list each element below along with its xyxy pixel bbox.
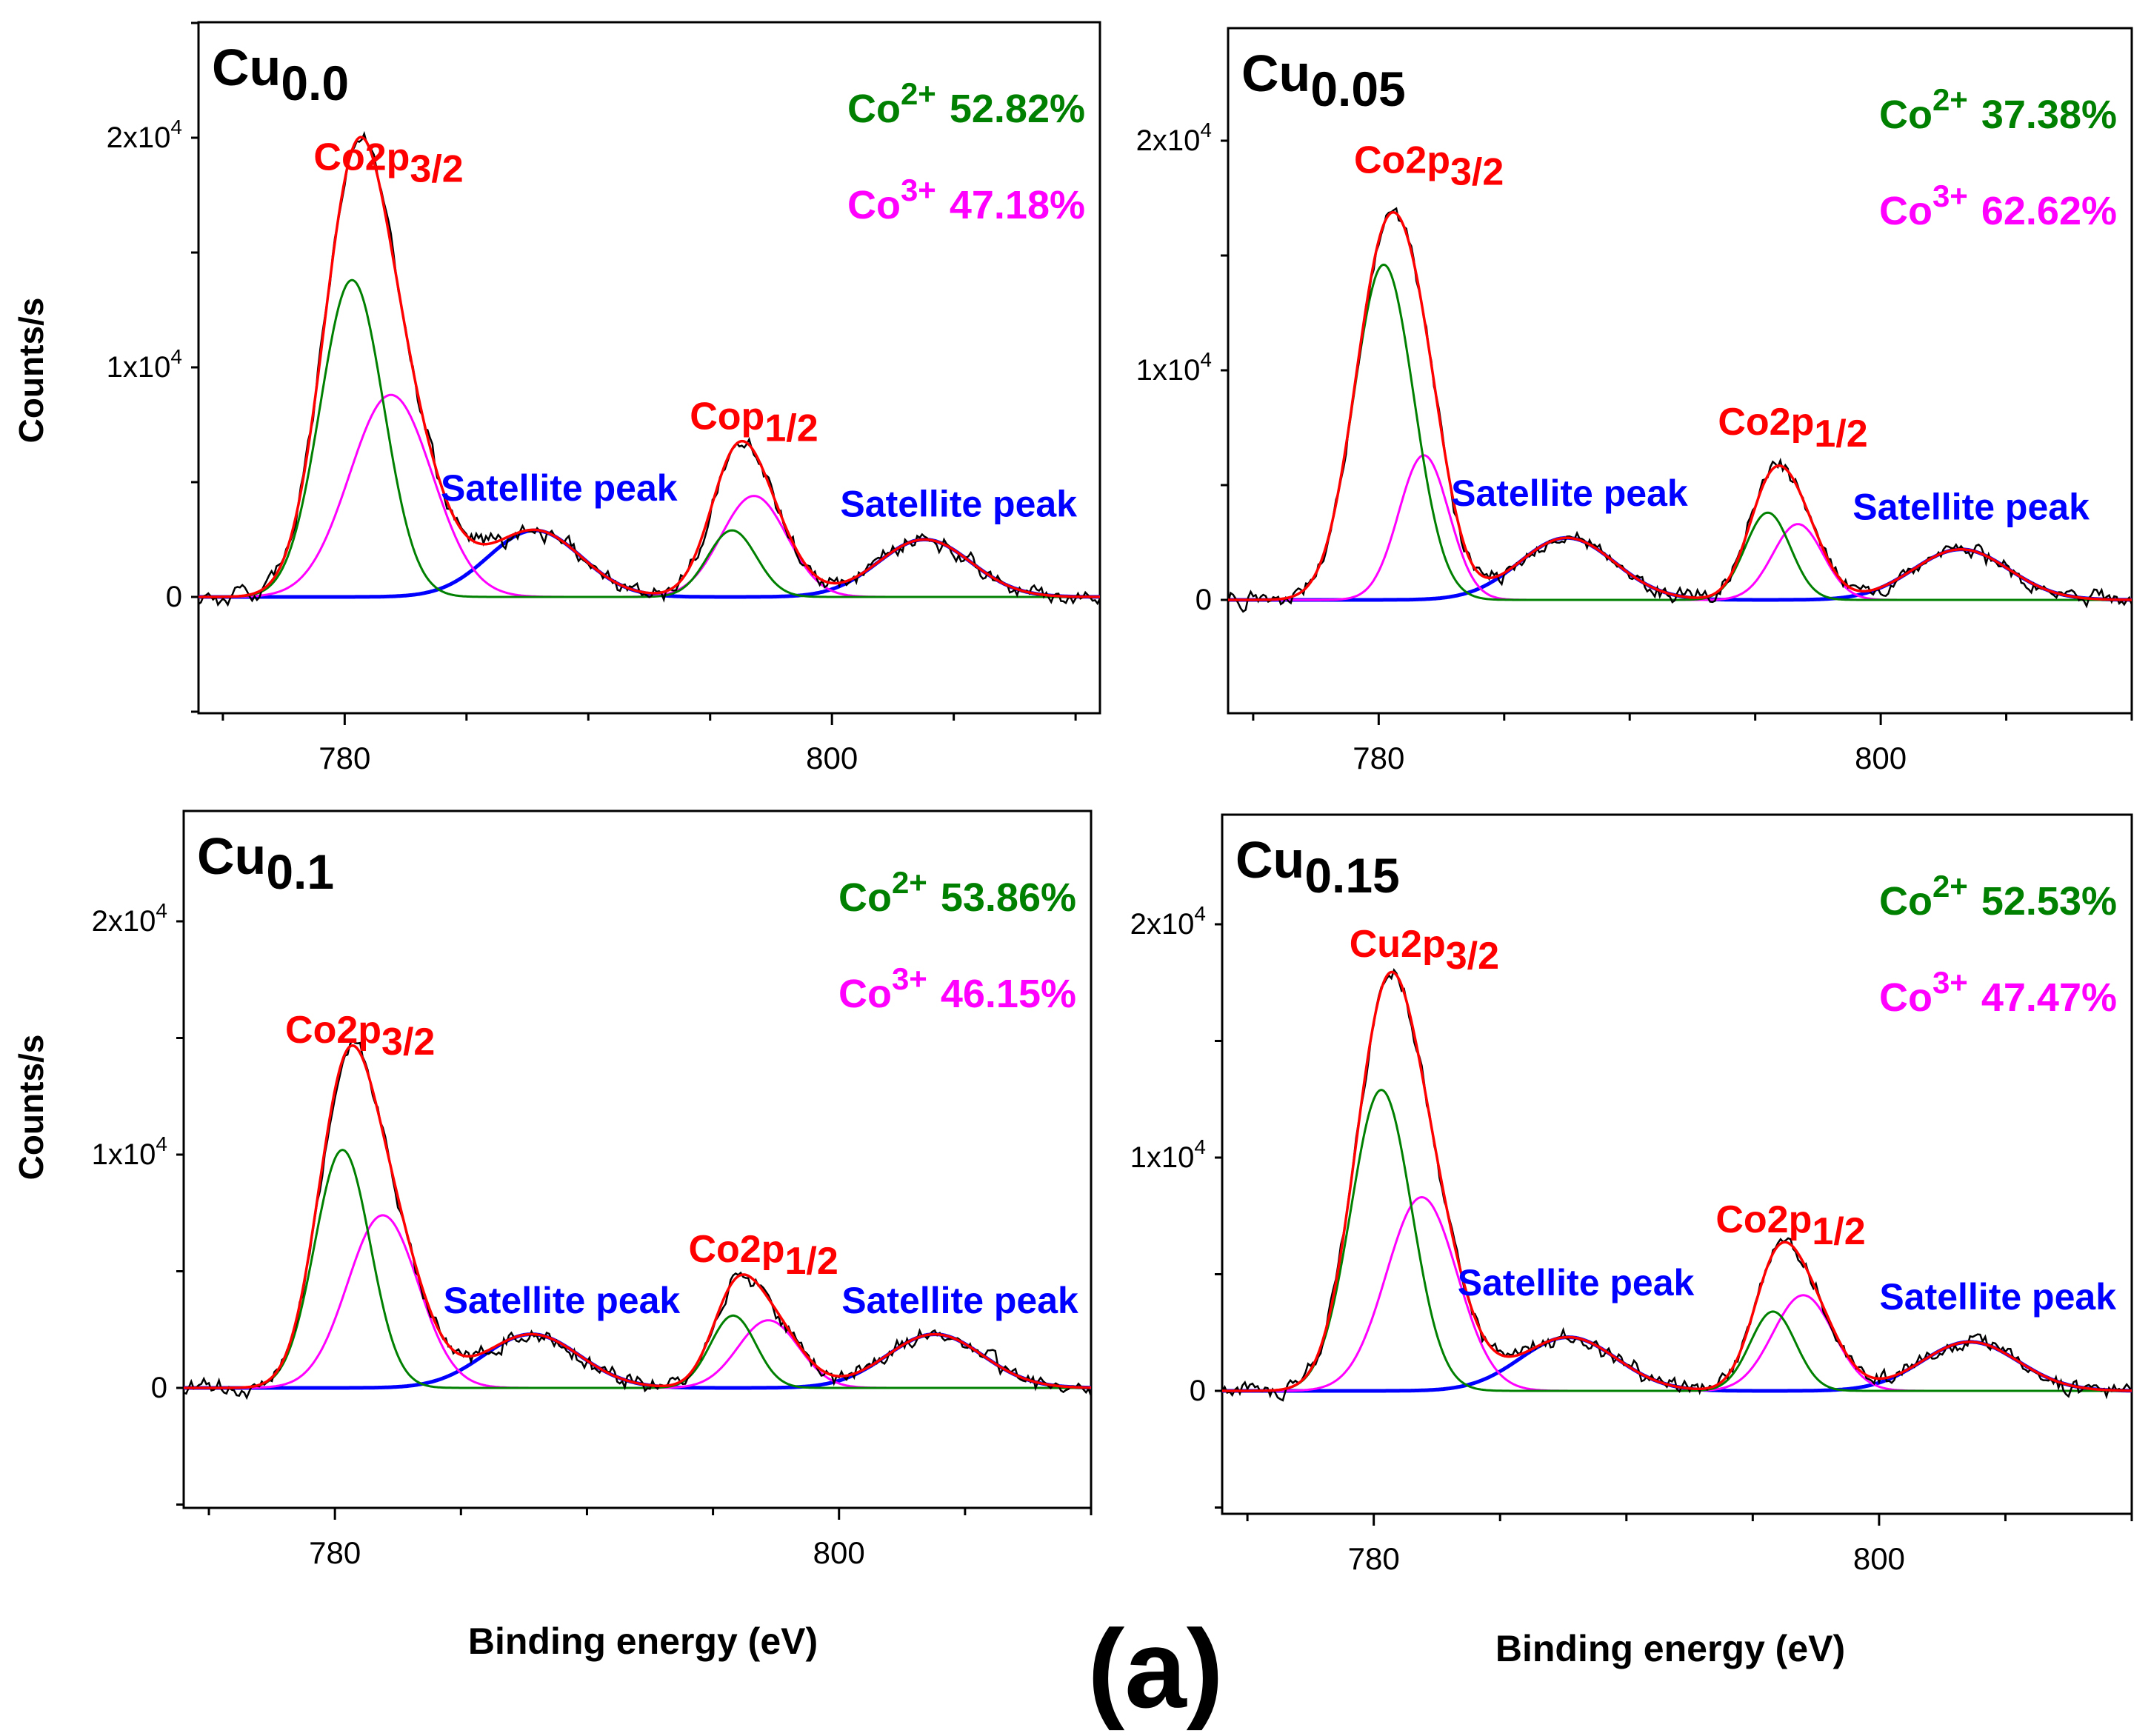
panel-cu-0-1: 780 800 0 1x104 2x104 Cu0.1 Co2+ 53.86% Co3+ 46.1… — [92, 809, 1093, 1570]
panel-cu-0-05: 780 800 0 1x104 2x104 Cu0.05 Co2+ 37.38% Co3+ 62.… — [1136, 27, 2133, 775]
plot-frame — [1221, 813, 2133, 1515]
envelope-fit-curve — [199, 136, 1100, 598]
y-tick-label: 2x104 — [1136, 118, 1212, 157]
envelope-fit-curve — [1228, 210, 2132, 601]
peak-label: Cop1/2 — [690, 395, 818, 450]
co2-fit-curve — [199, 278, 1100, 598]
co2-percentage-label: Co2+ 52.82% — [847, 76, 1085, 131]
satellite-peak-label: Satellite peak — [1451, 473, 1688, 514]
peak-label: Co2p1/2 — [688, 1228, 838, 1283]
panel-title: Cu0.1 — [197, 827, 334, 899]
co3-percentage-label: Co3+ 62.62% — [1879, 178, 2117, 233]
y-axis-label-top: Counts/s — [12, 298, 50, 444]
x-tick-label: 800 — [1853, 1541, 1905, 1576]
satellite-peak-label: Satellite peak — [1852, 487, 2090, 528]
co2-percentage-label: Co2+ 37.38% — [1879, 82, 2117, 137]
co3-percentage-label: Co3+ 47.47% — [1879, 965, 2117, 1020]
envelope-fit-curve — [1222, 970, 2132, 1392]
y-tick-label: 1x104 — [107, 345, 182, 384]
x-tick-label: 780 — [1348, 1541, 1400, 1576]
x-axis-label-right: Binding energy (eV) — [1495, 1628, 1845, 1669]
peak-label: Co2p3/2 — [313, 136, 463, 190]
satellite-peak-label: Satellite peak — [441, 467, 678, 509]
panel-title: Cu0.15 — [1235, 831, 1400, 903]
x-tick-label: 800 — [813, 1535, 865, 1570]
y-tick-label: 2x104 — [1130, 902, 1206, 941]
satellite-fit-curve — [1222, 1335, 2132, 1393]
peak-label: Co2p1/2 — [1715, 1198, 1865, 1253]
co2-percentage-label: Co2+ 53.86% — [838, 865, 1076, 920]
raw-spectrum — [1227, 207, 2133, 613]
y-tick-label: 0 — [166, 581, 182, 613]
y-tick-label: 0 — [151, 1372, 167, 1404]
satellite-peak-label: Satellite peak — [841, 1280, 1078, 1321]
y-tick-label: 0 — [1195, 584, 1212, 616]
y-tick-label: 1x104 — [1130, 1135, 1206, 1174]
co2-fit-curve — [184, 1149, 1091, 1389]
co3-percentage-label: Co3+ 47.18% — [847, 173, 1085, 227]
y-tick-label: 1x104 — [92, 1132, 167, 1171]
satellite-peak-label: Satellite peak — [840, 484, 1077, 525]
x-tick-label: 780 — [1353, 741, 1404, 775]
co2-fit-curve — [1222, 1089, 2132, 1392]
panel-cu-0-0: 780 800 0 1x104 2x104 Cu0.0 Co2+ 52.82% Co3+ 47.1… — [107, 21, 1101, 775]
peak-label: Co2p3/2 — [1354, 138, 1504, 193]
y-tick-label: 2x104 — [107, 116, 182, 154]
x-tick-label: 800 — [1855, 741, 1907, 775]
peak-label: Cu2p3/2 — [1350, 923, 1499, 978]
plot-frame — [182, 809, 1093, 1509]
peak-label: Co2p1/2 — [1718, 401, 1867, 455]
raw-spectrum — [183, 1038, 1093, 1401]
x-tick-label: 780 — [319, 741, 370, 775]
satellite-peak-label: Satellite peak — [444, 1280, 681, 1321]
raw-spectrum — [1221, 968, 2133, 1402]
satellite-fit-curve — [184, 1332, 1091, 1390]
panel-title: Cu0.0 — [212, 39, 349, 110]
panel-title: Cu0.05 — [1241, 44, 1406, 116]
panel-cu-0-15: 780 800 0 1x104 2x104 Cu0.15 Co2+ 52.53% Co3+ 47.… — [1130, 813, 2133, 1576]
y-tick-label: 2x104 — [92, 899, 167, 938]
satellite-fit-curve — [199, 528, 1100, 599]
y-tick-label: 0 — [1190, 1375, 1206, 1407]
satellite-peak-label: Satellite peak — [1879, 1276, 2116, 1318]
x-axis-label-left: Binding energy (eV) — [468, 1620, 818, 1662]
figure-label: (a) — [1087, 1606, 1223, 1731]
y-tick-label: 1x104 — [1136, 348, 1212, 387]
satellite-peak-label: Satellite peak — [1458, 1262, 1695, 1303]
y-axis-label-bottom: Counts/s — [12, 1035, 50, 1181]
co2-fit-curve — [1228, 263, 2132, 601]
envelope-fit-curve — [184, 1044, 1091, 1389]
peak-label: Co2p3/2 — [285, 1009, 435, 1064]
co2-percentage-label: Co2+ 52.53% — [1879, 869, 2117, 924]
x-tick-label: 780 — [309, 1535, 361, 1570]
co3-percentage-label: Co3+ 46.15% — [838, 961, 1076, 1016]
x-tick-label: 800 — [806, 741, 858, 775]
